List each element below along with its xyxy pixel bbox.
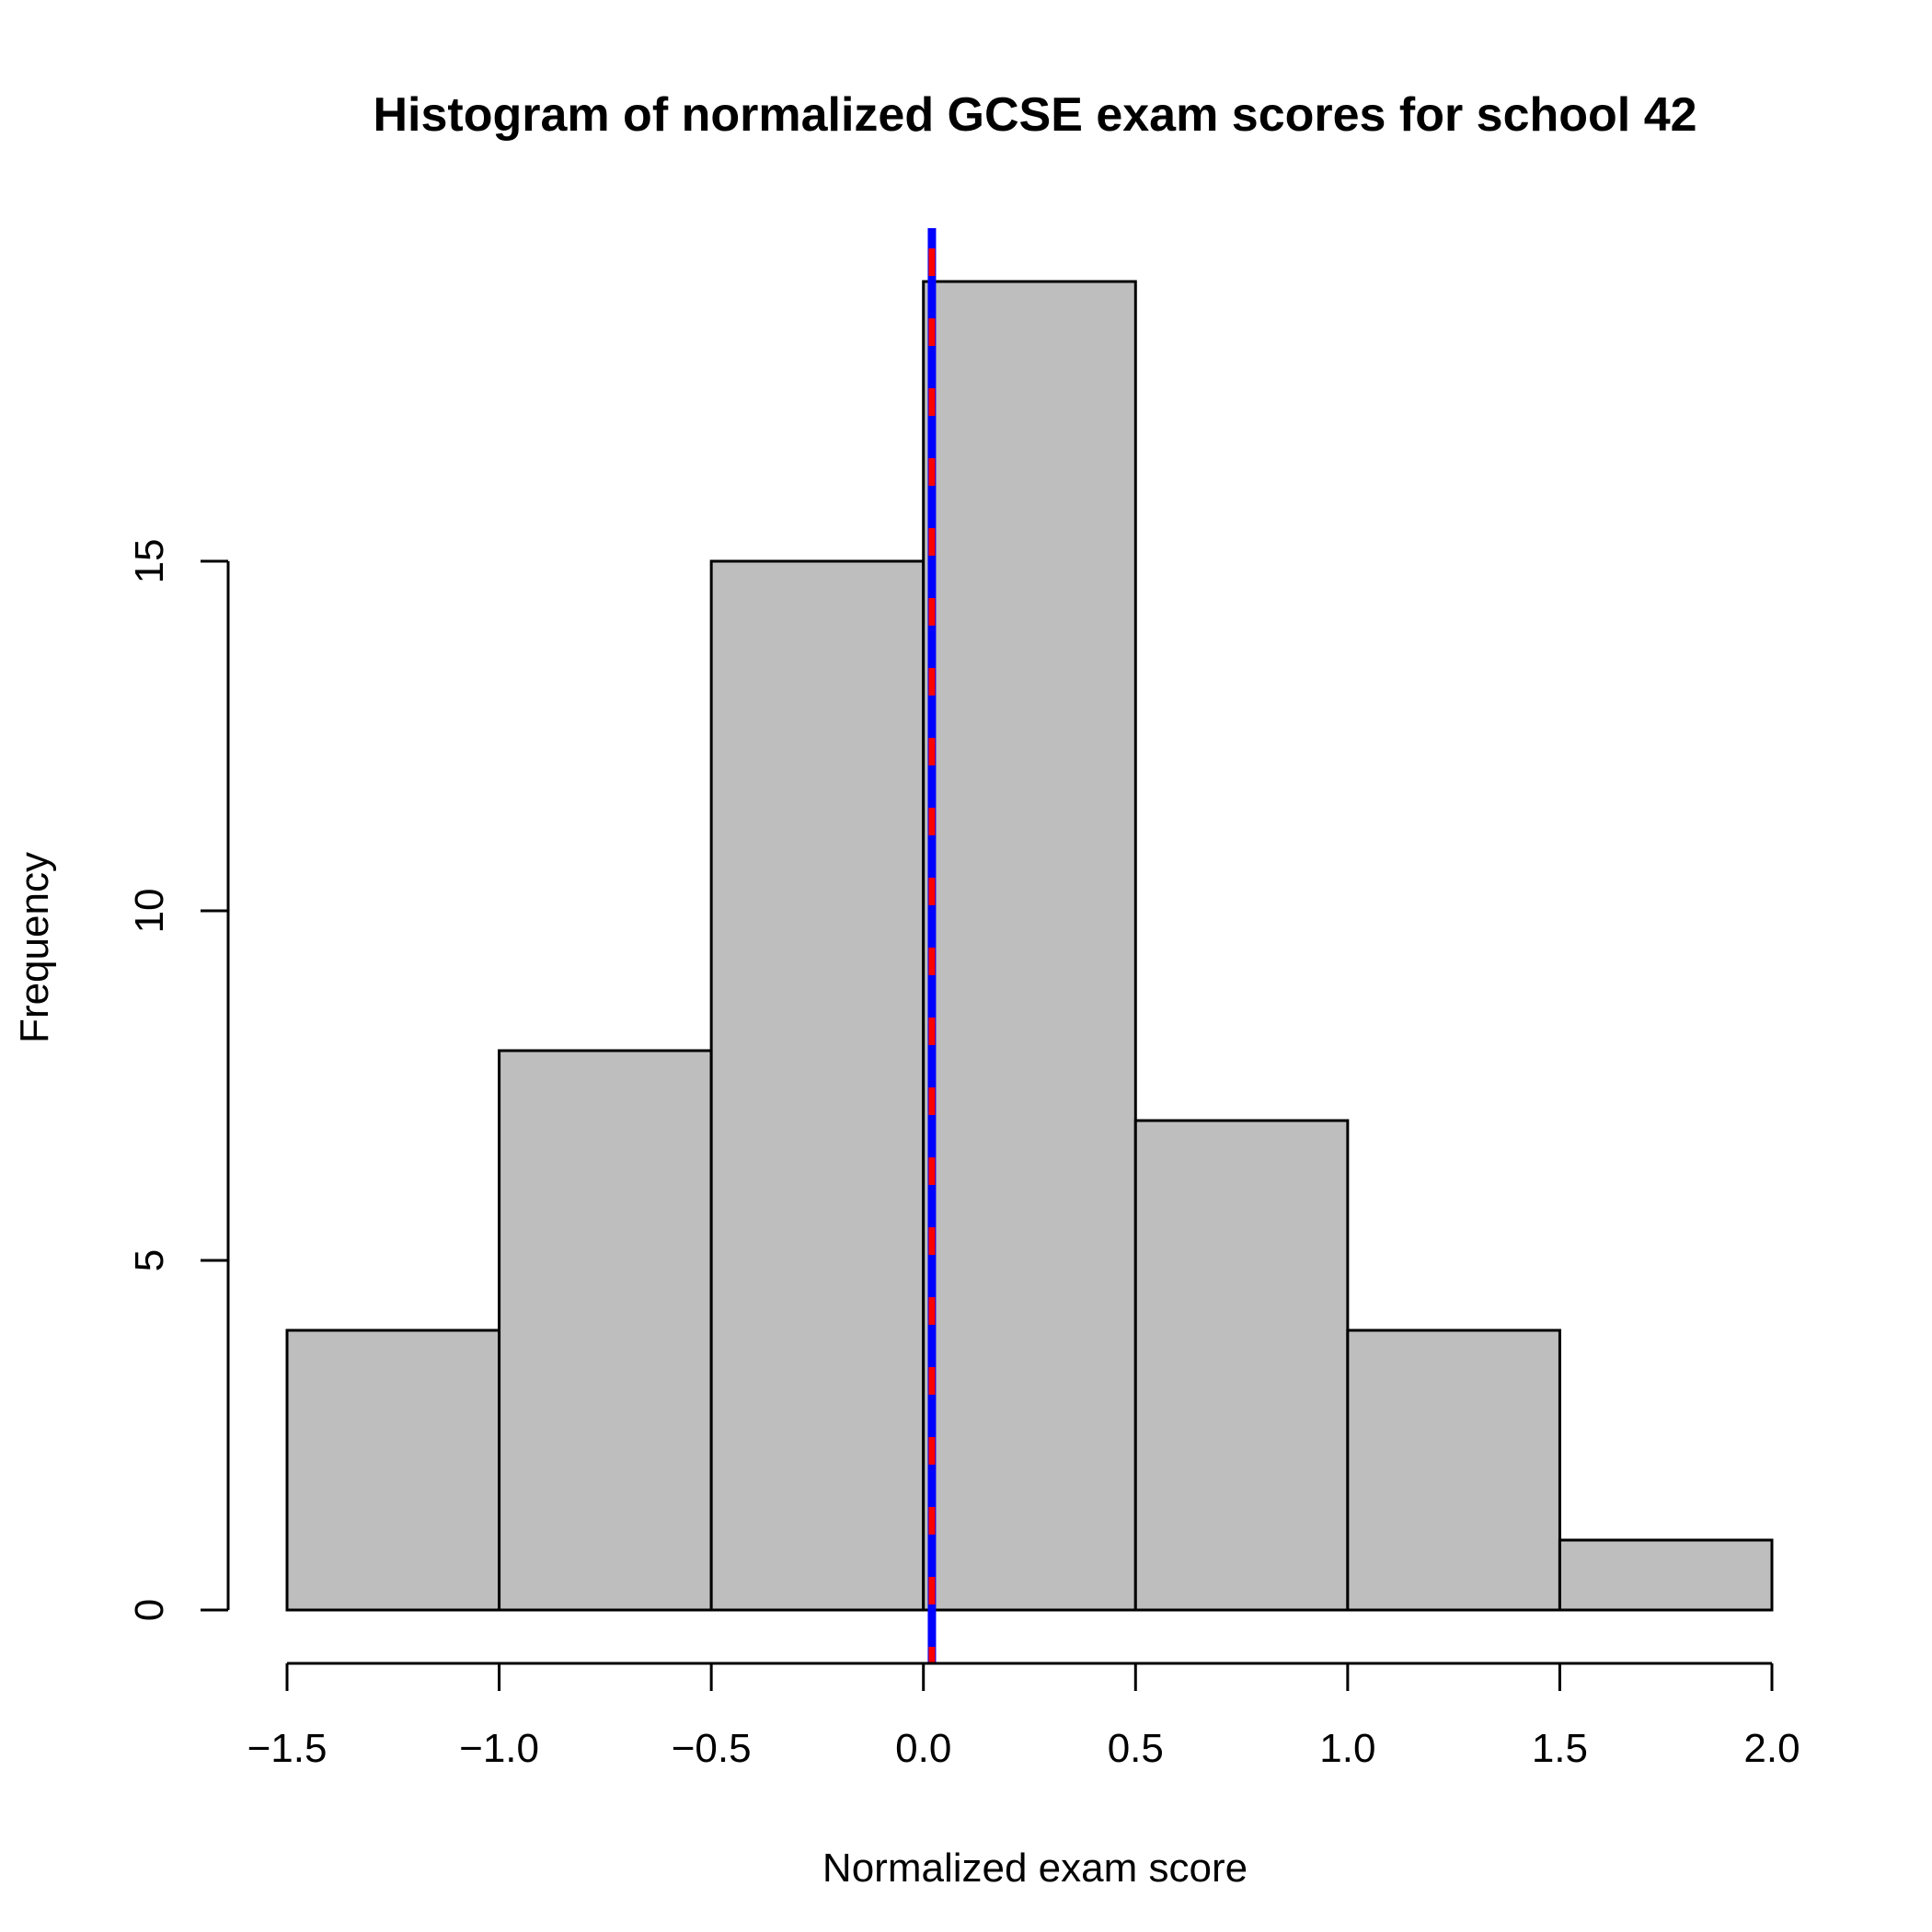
y-tick-label-1: 5: [127, 1249, 172, 1271]
histogram-bar-4: [1133, 1119, 1350, 1612]
bars-layer: [285, 280, 1774, 1612]
x-tick-label-7: 2.0: [1743, 1726, 1800, 1771]
histogram-bar-1: [498, 1049, 713, 1612]
y-tick-label-3: 15: [127, 539, 172, 584]
x-axis: −1.5 −1.0 −0.5 0.0 0.5 1.0 1.5 2.0: [247, 1662, 1800, 1771]
x-tick-label-6: 1.5: [1532, 1726, 1588, 1771]
x-tick-label-5: 1.0: [1319, 1726, 1375, 1771]
y-axis-label: Frequency: [12, 852, 57, 1043]
histogram-bar-2: [709, 559, 926, 1612]
x-tick-label-1: −1.0: [459, 1726, 539, 1771]
y-tick-label-2: 10: [127, 889, 172, 934]
chart-title: Histogram of normalized GCSE exam scores…: [373, 88, 1696, 142]
x-axis-label: Normalized exam score: [822, 1846, 1248, 1891]
histogram-bar-0: [285, 1328, 501, 1612]
x-tick-label-3: 0.0: [895, 1726, 951, 1771]
histogram-bar-3: [922, 280, 1137, 1612]
histogram-bar-5: [1346, 1328, 1561, 1612]
y-axis: 0 5 10 15: [127, 539, 230, 1621]
x-tick-label-0: −1.5: [247, 1726, 328, 1771]
x-tick-label-2: −0.5: [672, 1726, 752, 1771]
x-tick-label-4: 0.5: [1108, 1726, 1164, 1771]
histogram-bar-6: [1558, 1538, 1774, 1612]
y-tick-label-0: 0: [127, 1599, 172, 1621]
